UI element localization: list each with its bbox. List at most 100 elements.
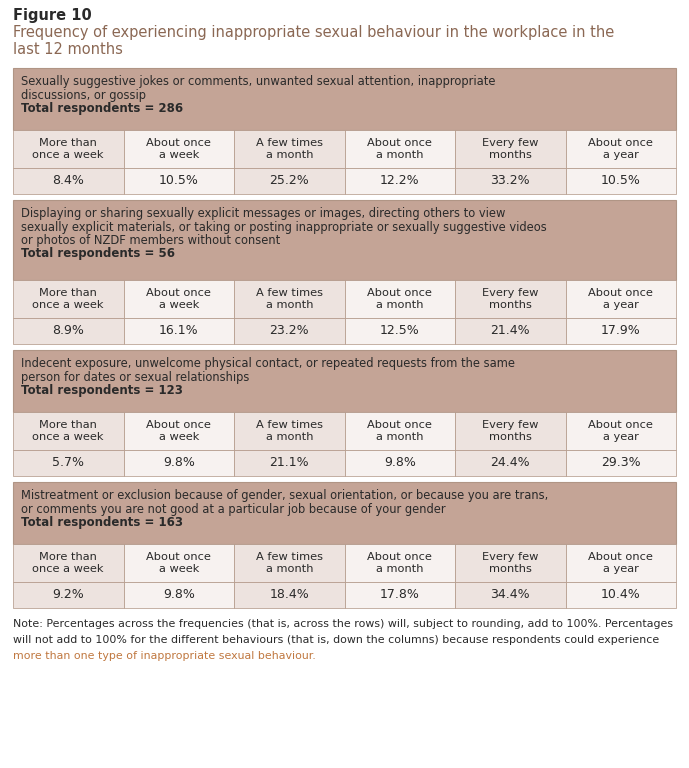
Bar <box>455 412 566 450</box>
Text: 29.3%: 29.3% <box>601 456 641 469</box>
Text: 9.2%: 9.2% <box>52 588 84 601</box>
Bar <box>123 318 234 344</box>
Text: Every few
months: Every few months <box>482 420 538 442</box>
Bar <box>13 168 123 194</box>
Text: About once
a week: About once a week <box>146 420 212 442</box>
Bar <box>566 130 676 168</box>
Bar <box>455 318 566 344</box>
Text: A few times
a month: A few times a month <box>256 551 322 574</box>
Text: 24.4%: 24.4% <box>491 456 530 469</box>
Bar <box>13 544 123 582</box>
Text: About once
a month: About once a month <box>367 551 432 574</box>
Bar <box>566 544 676 582</box>
Text: 10.4%: 10.4% <box>601 588 641 601</box>
Text: or photos of NZDF members without consent: or photos of NZDF members without consen… <box>21 234 280 247</box>
Text: 17.9%: 17.9% <box>601 325 641 337</box>
Bar <box>13 482 676 544</box>
Bar <box>123 450 234 476</box>
Bar <box>123 544 234 582</box>
Text: More than
once a week: More than once a week <box>32 288 104 310</box>
Text: About once
a month: About once a month <box>367 288 432 310</box>
Text: 10.5%: 10.5% <box>601 174 641 187</box>
Text: 9.8%: 9.8% <box>163 456 195 469</box>
Bar <box>123 280 234 318</box>
Bar <box>455 130 566 168</box>
Bar <box>566 168 676 194</box>
Bar <box>344 318 455 344</box>
Bar <box>234 450 344 476</box>
Text: or comments you are not good at a particular job because of your gender: or comments you are not good at a partic… <box>21 502 446 515</box>
Bar <box>344 450 455 476</box>
Text: About once
a week: About once a week <box>146 137 212 161</box>
Text: Figure 10: Figure 10 <box>13 8 92 23</box>
Text: About once
a week: About once a week <box>146 288 212 310</box>
Bar <box>234 168 344 194</box>
Text: About once
a month: About once a month <box>367 420 432 442</box>
Text: 21.1%: 21.1% <box>269 456 309 469</box>
Bar <box>344 412 455 450</box>
Text: About once
a year: About once a year <box>588 137 653 161</box>
Text: Note: Percentages across the frequencies (that is, across the rows) will, subjec: Note: Percentages across the frequencies… <box>13 619 673 629</box>
Text: Frequency of experiencing inappropriate sexual behaviour in the workplace in the: Frequency of experiencing inappropriate … <box>13 25 615 40</box>
Bar <box>234 582 344 608</box>
Text: 21.4%: 21.4% <box>491 325 530 337</box>
Bar <box>234 280 344 318</box>
Text: 5.7%: 5.7% <box>52 456 84 469</box>
Bar <box>234 318 344 344</box>
Text: 18.4%: 18.4% <box>269 588 309 601</box>
Text: 9.8%: 9.8% <box>163 588 195 601</box>
Bar <box>13 350 676 412</box>
Text: Total respondents = 163: Total respondents = 163 <box>21 516 183 529</box>
Bar <box>344 130 455 168</box>
Text: 23.2%: 23.2% <box>269 325 309 337</box>
Bar <box>344 168 455 194</box>
Text: About once
a year: About once a year <box>588 420 653 442</box>
Bar <box>123 582 234 608</box>
Bar <box>455 582 566 608</box>
Text: 12.5%: 12.5% <box>380 325 420 337</box>
Text: Every few
months: Every few months <box>482 551 538 574</box>
Text: 25.2%: 25.2% <box>269 174 309 187</box>
Bar <box>566 582 676 608</box>
Text: Mistreatment or exclusion because of gender, sexual orientation, or because you : Mistreatment or exclusion because of gen… <box>21 489 548 502</box>
Bar <box>13 582 123 608</box>
Text: A few times
a month: A few times a month <box>256 137 322 161</box>
Bar <box>566 412 676 450</box>
Text: will not add to 100% for the different behaviours (that is, down the columns) be: will not add to 100% for the different b… <box>13 635 659 645</box>
Bar <box>455 544 566 582</box>
Bar <box>123 130 234 168</box>
Bar <box>13 412 123 450</box>
Bar <box>123 168 234 194</box>
Bar <box>13 280 123 318</box>
Bar <box>13 200 676 280</box>
Text: About once
a month: About once a month <box>367 137 432 161</box>
Text: About once
a year: About once a year <box>588 551 653 574</box>
Text: 17.8%: 17.8% <box>380 588 420 601</box>
Text: 9.8%: 9.8% <box>384 456 415 469</box>
Bar <box>234 412 344 450</box>
Bar <box>234 130 344 168</box>
Bar <box>123 412 234 450</box>
Text: last 12 months: last 12 months <box>13 42 123 57</box>
Text: 12.2%: 12.2% <box>380 174 420 187</box>
Bar <box>234 544 344 582</box>
Bar <box>566 280 676 318</box>
Text: More than
once a week: More than once a week <box>32 551 104 574</box>
Text: Indecent exposure, unwelcome physical contact, or repeated requests from the sam: Indecent exposure, unwelcome physical co… <box>21 357 515 370</box>
Text: 16.1%: 16.1% <box>159 325 198 337</box>
Bar <box>455 168 566 194</box>
Bar <box>455 280 566 318</box>
Text: 33.2%: 33.2% <box>491 174 530 187</box>
Text: Total respondents = 286: Total respondents = 286 <box>21 102 183 115</box>
Text: A few times
a month: A few times a month <box>256 288 322 310</box>
Text: 10.5%: 10.5% <box>158 174 198 187</box>
Bar <box>455 450 566 476</box>
Bar <box>13 318 123 344</box>
Text: 34.4%: 34.4% <box>491 588 530 601</box>
Bar <box>344 582 455 608</box>
Text: sexually explicit materials, or taking or posting inappropriate or sexually sugg: sexually explicit materials, or taking o… <box>21 220 547 233</box>
Text: Every few
months: Every few months <box>482 288 538 310</box>
Bar <box>566 318 676 344</box>
Text: Every few
months: Every few months <box>482 137 538 161</box>
Text: Displaying or sharing sexually explicit messages or images, directing others to : Displaying or sharing sexually explicit … <box>21 207 505 220</box>
